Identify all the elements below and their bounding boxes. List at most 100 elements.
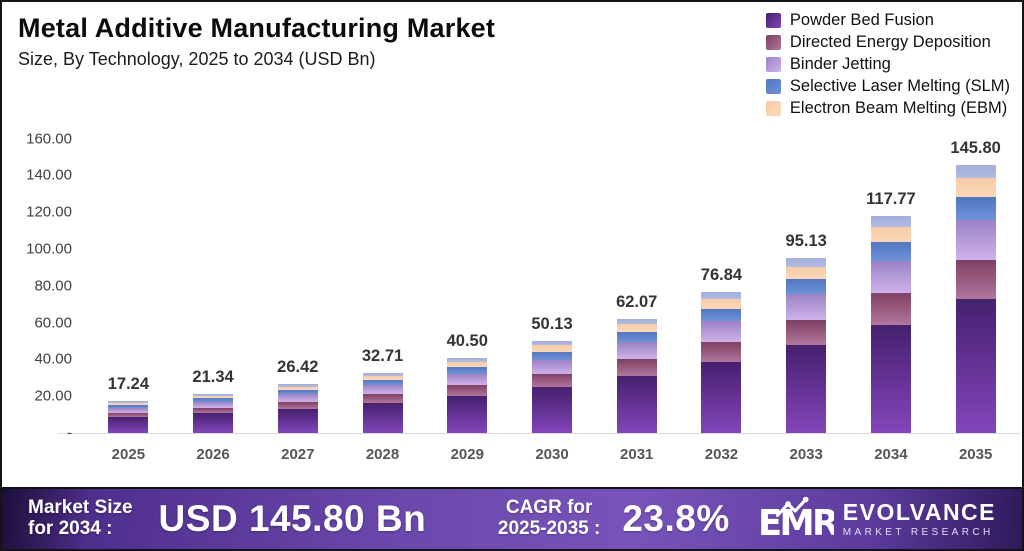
x-axis-category-label: 2027 xyxy=(281,446,315,463)
bar-segment xyxy=(447,384,488,396)
bar-segment xyxy=(701,308,742,321)
bar-segment xyxy=(701,320,742,342)
stacked-bar xyxy=(616,318,657,433)
legend-label: Binder Jetting xyxy=(789,55,891,73)
bar-segment xyxy=(108,407,149,413)
legend-swatch-icon xyxy=(765,79,781,94)
stacked-bar xyxy=(786,257,827,433)
x-axis-category-label: 2029 xyxy=(450,446,484,463)
x-axis-category-label: 2034 xyxy=(874,446,908,463)
bar-segment xyxy=(870,242,911,261)
legend-item: Binder Jetting xyxy=(765,55,1010,74)
bar-segment xyxy=(108,405,149,408)
bar-segment xyxy=(870,260,911,294)
legend-swatch-icon xyxy=(765,101,781,116)
bar-segment xyxy=(870,324,911,433)
bar-segment xyxy=(701,362,742,433)
stacked-bar xyxy=(108,401,149,433)
brand-logo: EMR EVOLVANCE MARKET RESEARCH xyxy=(758,495,996,543)
bar-segment xyxy=(955,298,996,433)
bar-segment xyxy=(786,293,827,321)
legend-label: Powder Bed Fusion xyxy=(789,11,934,29)
bar-segment xyxy=(786,345,827,433)
bar-value-label: 145.80 xyxy=(950,138,1001,157)
bar-segment xyxy=(955,259,996,299)
chart-header: Metal Additive Manufacturing Market Size… xyxy=(18,13,495,70)
bar-segment xyxy=(108,412,149,418)
bar-segment xyxy=(532,386,572,433)
legend-label: Selective Laser Melting (SLM) xyxy=(789,77,1010,95)
x-axis-category-label: 2032 xyxy=(704,446,739,463)
legend-item: Selective Laser Melting (SLM) xyxy=(765,77,1010,96)
chart-subtitle: Size, By Technology, 2025 to 2034 (USD B… xyxy=(18,49,376,69)
cagr-label: CAGR for 2025-2035 : xyxy=(498,498,600,539)
legend-swatch-icon xyxy=(765,13,781,28)
bar-segment xyxy=(277,390,318,395)
bar-segment xyxy=(532,373,572,387)
bar-value-label: 95.13 xyxy=(785,231,827,250)
bar-segment xyxy=(447,362,488,368)
legend-label: Directed Energy Deposition xyxy=(789,33,991,51)
bar-segment xyxy=(616,342,657,360)
bar-segment xyxy=(362,380,403,386)
market-size-label: Market Size for 2034 : xyxy=(28,498,133,539)
bar-segment xyxy=(532,340,572,346)
bar-segment xyxy=(616,318,657,325)
cagr-label-line1: CAGR for xyxy=(505,497,593,519)
legend-swatch-icon xyxy=(765,35,781,50)
trend-dot-icon xyxy=(784,501,791,507)
stacked-bar xyxy=(955,164,996,433)
bar-segment xyxy=(193,413,234,433)
bar-segment xyxy=(362,385,403,395)
y-axis-tick-label: 80.00 xyxy=(34,277,72,295)
legend-swatch-icon xyxy=(765,57,781,72)
x-axis-category-label: 2028 xyxy=(365,446,400,463)
bar-segment xyxy=(362,375,403,381)
bar-segment xyxy=(447,358,488,363)
bar-segment xyxy=(193,393,234,396)
bar-segment xyxy=(532,345,572,352)
bar-value-label: 62.07 xyxy=(616,292,658,311)
market-size-label-line1: Market Size xyxy=(28,497,133,519)
stacked-bar xyxy=(701,291,742,433)
footer-band: Market Size for 2034 : USD 145.80 Bn CAG… xyxy=(2,487,1022,549)
bar-segment xyxy=(193,401,234,408)
trendline-icon xyxy=(775,498,808,518)
cagr-label-line2: 2025-2035 : xyxy=(497,518,601,539)
bar-segment xyxy=(108,402,149,406)
y-axis-tick-label: 20.00 xyxy=(34,387,72,405)
bar-segment xyxy=(616,332,657,343)
bar-segment xyxy=(277,401,318,409)
bar-segment xyxy=(786,320,827,346)
bar-segment xyxy=(447,367,488,374)
trend-dot-icon xyxy=(802,496,809,503)
bar-segment xyxy=(108,417,149,433)
stacked-bar xyxy=(532,340,572,433)
bar-segment xyxy=(532,351,572,360)
legend-item: Powder Bed Fusion xyxy=(765,11,1010,30)
chart-title: Metal Additive Manufacturing Market xyxy=(18,13,496,43)
bar-segment xyxy=(193,398,234,402)
stacked-bar xyxy=(193,393,234,433)
legend: Powder Bed Fusion Directed Energy Deposit… xyxy=(765,11,1010,118)
bar-segment xyxy=(701,298,742,309)
bar-segment xyxy=(786,278,827,294)
bar-value-label: 17.24 xyxy=(107,375,150,394)
y-axis-tick-label: 60.00 xyxy=(34,314,72,332)
plot-area: 160.00 140.00 120.00 100.00 80.00 60.00 40.00 2… xyxy=(2,2,1022,489)
bar-value-label: 26.42 xyxy=(277,358,319,377)
bar-value-label: 40.50 xyxy=(446,332,488,351)
bar-segment xyxy=(362,394,403,403)
bar-value-label: 21.34 xyxy=(192,367,234,386)
bar-segment xyxy=(108,401,149,403)
bar-segment xyxy=(277,394,318,402)
stacked-bar xyxy=(277,384,318,433)
market-size-value: USD 145.80 Bn xyxy=(158,498,427,539)
bar-segment xyxy=(193,407,234,414)
legend-label: Electron Beam Melting (EBM) xyxy=(789,99,1008,117)
bar-segment xyxy=(616,375,657,433)
x-axis-category-label: 2033 xyxy=(789,446,823,463)
bar-segment xyxy=(955,219,996,260)
x-axis-category-label: 2030 xyxy=(535,446,569,463)
bar-segment xyxy=(447,373,488,385)
